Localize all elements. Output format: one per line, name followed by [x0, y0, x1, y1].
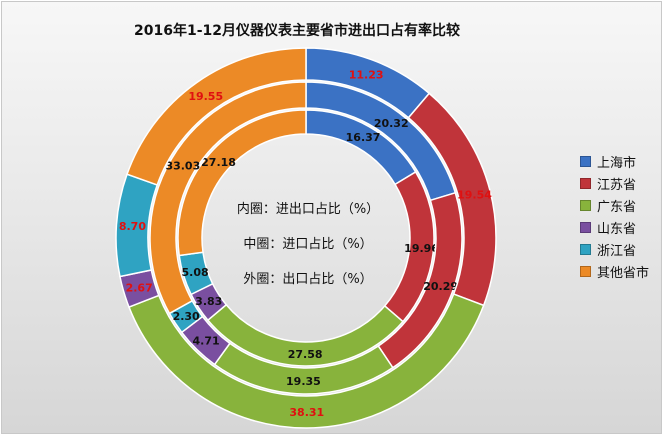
inner-ring-value-label-1: 16.37	[346, 131, 381, 144]
legend-item-5: 浙江省	[580, 238, 649, 260]
inner-ring-value-label-2: 19.96	[404, 242, 439, 255]
legend-label: 其他省市	[597, 265, 650, 281]
inner-ring-value-label-6: 27.18	[201, 156, 236, 169]
legend-swatch	[580, 265, 591, 277]
legend-swatch	[580, 243, 591, 255]
inner-ring-caption: 内圈：进出口占比（%）	[236, 202, 380, 217]
outer-ring-value-label-5: 8.70	[119, 220, 146, 233]
legend-swatch	[580, 177, 591, 189]
inner-ring-value-label-5: 5.08	[181, 266, 208, 279]
outer-ring-caption: 外圈：出口占比（%）	[243, 272, 373, 287]
outer-ring-value-label-3: 38.31	[289, 406, 324, 419]
inner-ring-value-label-4: 3.83	[195, 295, 222, 308]
legend-label: 广东省	[597, 199, 637, 215]
middle-ring-caption: 中圈：进口占比（%）	[243, 237, 373, 252]
legend-swatch	[580, 155, 591, 167]
middle-ring-value-label-2: 20.29	[423, 280, 458, 293]
outer-ring-value-label-1: 11.23	[349, 69, 384, 82]
legend-swatch	[580, 221, 591, 233]
legend-label: 江苏省	[597, 177, 637, 193]
middle-ring-slice-6	[149, 81, 307, 315]
chart-title: 2016年1-12月仪器仪表主要省市进出口占有率比较	[134, 23, 460, 39]
legend-label: 山东省	[597, 221, 637, 237]
middle-ring-value-label-1: 20.32	[374, 117, 409, 130]
legend-swatch	[580, 199, 591, 211]
legend: 上海市江苏省广东省山东省浙江省其他省市	[580, 150, 649, 282]
middle-ring-value-label-4: 4.71	[192, 334, 219, 347]
outer-ring-value-label-4: 2.67	[126, 281, 153, 294]
legend-label: 浙江省	[597, 243, 637, 259]
outer-ring-value-label-2: 19.54	[457, 189, 492, 202]
legend-item-1: 上海市	[580, 150, 649, 172]
middle-ring-value-label-6: 33.03	[165, 159, 200, 172]
legend-item-2: 江苏省	[580, 172, 649, 194]
legend-item-4: 山东省	[580, 216, 649, 238]
outer-ring-slice-6	[126, 47, 307, 186]
inner-ring-slice-6	[177, 109, 307, 257]
middle-ring-value-label-5: 2.30	[173, 310, 200, 323]
inner-ring-value-label-3: 27.58	[288, 348, 323, 361]
legend-label: 上海市	[597, 155, 637, 171]
outer-ring-value-label-6: 19.55	[188, 90, 223, 103]
middle-ring-value-label-3: 19.35	[286, 375, 321, 388]
legend-item-3: 广东省	[580, 194, 649, 216]
legend-item-6: 其他省市	[580, 260, 649, 282]
